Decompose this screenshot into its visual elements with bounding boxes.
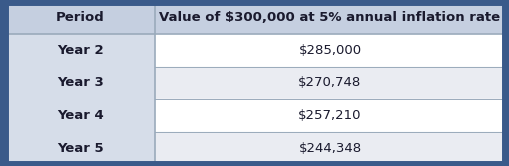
Text: $257,210: $257,210: [298, 109, 361, 122]
Bar: [5, 67, 155, 99]
Bar: [155, 67, 504, 99]
Bar: [155, 132, 504, 164]
Text: Year 3: Year 3: [56, 77, 103, 89]
Bar: [155, 34, 504, 67]
Text: $244,348: $244,348: [298, 142, 361, 155]
Bar: [5, 132, 155, 164]
Text: Period: Period: [55, 11, 104, 24]
Text: Year 2: Year 2: [56, 44, 103, 57]
Text: $285,000: $285,000: [298, 44, 361, 57]
Bar: [155, 99, 504, 132]
Text: $270,748: $270,748: [298, 77, 361, 89]
Bar: [5, 2, 155, 34]
Bar: [5, 99, 155, 132]
Text: Year 4: Year 4: [56, 109, 103, 122]
Text: Value of $300,000 at 5% annual inflation rate: Value of $300,000 at 5% annual inflation…: [159, 11, 499, 24]
Bar: [5, 34, 155, 67]
Bar: [155, 2, 504, 34]
Text: Year 5: Year 5: [56, 142, 103, 155]
